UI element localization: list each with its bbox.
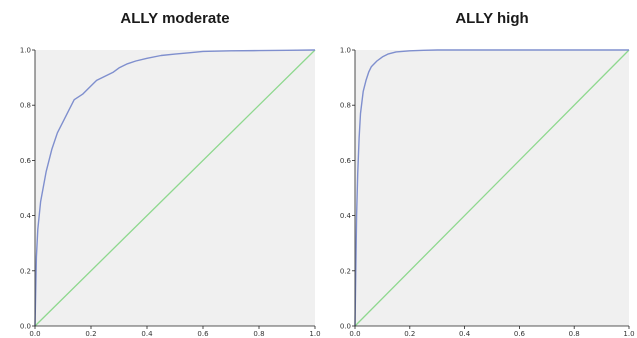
reference-line-moderate [34, 49, 316, 327]
y-tick-label-high: 1.0 [340, 47, 351, 55]
roc-curve-moderate [34, 49, 316, 327]
x-tick-label-high: 0.8 [569, 330, 580, 338]
y-tick-label-high: 0.6 [340, 157, 352, 165]
y-tick-label-high: 0.0 [340, 323, 351, 331]
x-tick-label-moderate: 0.0 [29, 330, 40, 338]
y-tick-label-moderate: 0.2 [20, 267, 31, 275]
y-tick-label-moderate: 0.4 [20, 212, 32, 220]
y-tick-label-moderate: 0.0 [20, 323, 31, 331]
y-tick-label-moderate: 1.0 [20, 47, 31, 55]
chart-title-high: ALLY high [455, 10, 529, 27]
y-tick-label-moderate: 0.8 [20, 102, 31, 110]
x-tick-label-high: 0.0 [349, 330, 360, 338]
y-tick-label-high: 0.4 [340, 212, 352, 220]
roc-curve-high [354, 49, 629, 327]
y-tick-label-high: 0.8 [340, 102, 351, 110]
x-tick-label-moderate: 0.8 [253, 330, 264, 338]
y-tick-label-moderate: 0.6 [20, 157, 32, 165]
reference-line-high [354, 49, 630, 327]
y-tick-label-high: 0.2 [340, 267, 351, 275]
x-tick-label-moderate: 0.2 [85, 330, 96, 338]
x-tick-label-high: 0.2 [404, 330, 415, 338]
x-tick-label-moderate: 1.0 [309, 330, 320, 338]
x-tick-label-moderate: 0.4 [141, 330, 153, 338]
x-tick-label-high: 1.0 [623, 330, 634, 338]
chart-title-moderate: ALLY moderate [120, 10, 230, 27]
x-tick-label-moderate: 0.6 [197, 330, 209, 338]
x-tick-label-high: 0.6 [514, 330, 526, 338]
x-tick-label-high: 0.4 [459, 330, 471, 338]
